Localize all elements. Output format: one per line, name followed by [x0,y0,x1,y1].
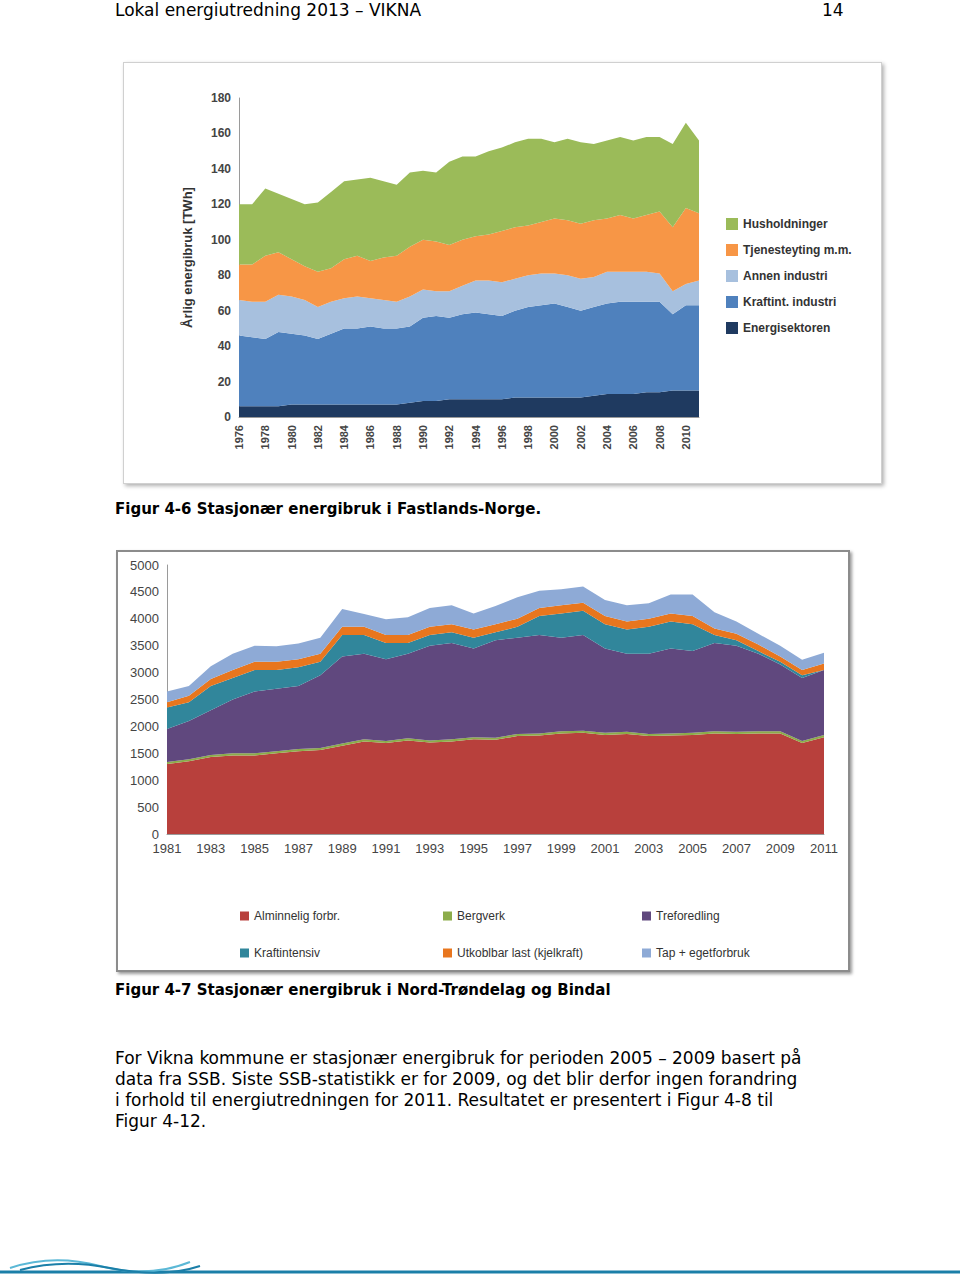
svg-text:2010: 2010 [680,425,692,449]
svg-text:1993: 1993 [415,841,444,856]
svg-text:2002: 2002 [575,425,587,449]
svg-text:Tjenesteyting m.m.: Tjenesteyting m.m. [743,243,852,257]
svg-text:1997: 1997 [503,841,532,856]
html-text:For Vikna kommune er stasjonær: For Vikna kommune er stasjonær energibru… [115,1048,802,1068]
svg-text:1986: 1986 [364,425,376,449]
svg-text:5000: 5000 [130,558,159,573]
svg-text:1996: 1996 [496,425,508,449]
svg-text:1990: 1990 [417,425,429,449]
html-text:Figur 4-6 Stasjonær energibruk: Figur 4-6 Stasjonær energibruk i Fastlan… [115,500,542,518]
html-text:14: 14 [822,0,844,20]
svg-text:2009: 2009 [766,841,795,856]
svg-text:1982: 1982 [312,425,324,449]
html-text:Figur 4-7 Stasjonær energibruk: Figur 4-7 Stasjonær energibruk i Nord-Tr… [115,981,611,999]
svg-text:1994: 1994 [470,424,482,449]
svg-text:1976: 1976 [233,425,245,449]
svg-text:Treforedling: Treforedling [656,909,720,923]
svg-text:1995: 1995 [459,841,488,856]
svg-text:60: 60 [218,304,232,318]
svg-text:3500: 3500 [130,638,159,653]
svg-text:0: 0 [224,410,231,424]
svg-text:1998: 1998 [522,425,534,449]
svg-text:1978: 1978 [259,425,271,449]
svg-text:Bergverk: Bergverk [457,909,506,923]
svg-text:500: 500 [137,800,159,815]
html-text:data fra SSB. Siste SSB-statis: data fra SSB. Siste SSB-statistikk er fo… [115,1069,798,1089]
svg-text:80: 80 [218,268,232,282]
svg-text:Annen industri: Annen industri [743,269,828,283]
svg-text:2004: 2004 [601,424,613,449]
svg-text:Årlig energibruk [TWh]: Årlig energibruk [TWh] [180,187,195,328]
svg-text:2000: 2000 [548,425,560,449]
svg-text:1989: 1989 [328,841,357,856]
svg-text:0: 0 [152,827,159,842]
svg-text:1999: 1999 [547,841,576,856]
svg-text:120: 120 [211,197,231,211]
svg-text:1983: 1983 [196,841,225,856]
svg-text:3000: 3000 [130,665,159,680]
svg-text:1000: 1000 [130,773,159,788]
svg-text:140: 140 [211,162,231,176]
svg-text:1981: 1981 [153,841,182,856]
svg-text:4000: 4000 [130,611,159,626]
svg-text:1980: 1980 [286,425,298,449]
svg-text:2001: 2001 [591,841,620,856]
svg-text:180: 180 [211,91,231,105]
svg-text:40: 40 [218,339,232,353]
svg-text:2007: 2007 [722,841,751,856]
svg-text:1500: 1500 [130,746,159,761]
svg-text:1991: 1991 [372,841,401,856]
svg-text:Kraftint. industri: Kraftint. industri [743,295,836,309]
html-text:Lokal energiutredning 2013 – V: Lokal energiutredning 2013 – VIKNA [115,0,421,20]
svg-text:2003: 2003 [634,841,663,856]
svg-text:Energisektoren: Energisektoren [743,321,830,335]
svg-text:2005: 2005 [678,841,707,856]
svg-text:Husholdninger: Husholdninger [743,217,828,231]
svg-text:Alminnelig forbr.: Alminnelig forbr. [254,909,340,923]
svg-text:100: 100 [211,233,231,247]
svg-text:2500: 2500 [130,692,159,707]
svg-text:1987: 1987 [284,841,313,856]
html-text:i forhold til energiutredninge: i forhold til energiutredningen for 2011… [115,1090,774,1110]
svg-text:160: 160 [211,126,231,140]
svg-text:1984: 1984 [338,424,350,449]
svg-text:Kraftintensiv: Kraftintensiv [254,946,320,960]
svg-text:1988: 1988 [391,425,403,449]
svg-text:2008: 2008 [654,425,666,449]
svg-text:4500: 4500 [130,584,159,599]
svg-text:Tap + egetforbruk: Tap + egetforbruk [656,946,751,960]
svg-text:2006: 2006 [627,425,639,449]
svg-text:Utkoblbar last (kjelkraft): Utkoblbar last (kjelkraft) [457,946,583,960]
svg-text:1992: 1992 [443,425,455,449]
svg-text:2000: 2000 [130,719,159,734]
svg-text:20: 20 [218,375,232,389]
svg-text:2011: 2011 [810,841,838,856]
svg-text:1985: 1985 [240,841,269,856]
html-text:Figur 4-12.: Figur 4-12. [115,1111,207,1131]
